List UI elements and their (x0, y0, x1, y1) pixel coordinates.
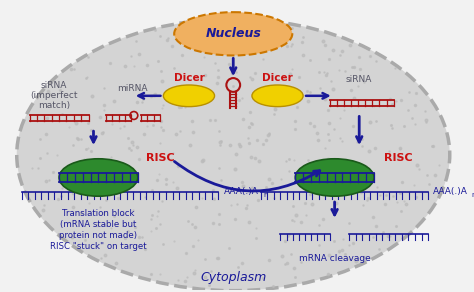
Text: Cytoplasm: Cytoplasm (200, 271, 266, 284)
Text: Translation block: Translation block (62, 209, 135, 218)
Text: (mRNA stable but: (mRNA stable but (60, 220, 137, 229)
Ellipse shape (252, 85, 303, 107)
Text: RISC: RISC (384, 153, 412, 163)
Text: mRNA cleavage: mRNA cleavage (299, 254, 371, 263)
Text: protein not made): protein not made) (59, 231, 137, 240)
Text: siRNA: siRNA (346, 74, 373, 84)
Text: AAA(.)A: AAA(.)A (224, 187, 259, 196)
Text: n: n (264, 192, 268, 198)
Ellipse shape (164, 85, 215, 107)
Ellipse shape (17, 19, 450, 291)
Text: RISC: RISC (146, 153, 174, 163)
Text: Nucleus: Nucleus (205, 27, 261, 40)
Ellipse shape (174, 12, 292, 55)
Text: n: n (472, 192, 474, 198)
Ellipse shape (59, 159, 138, 196)
Text: Dicer: Dicer (173, 73, 204, 83)
Text: RISC "stuck" on target: RISC "stuck" on target (50, 242, 147, 251)
Text: (imperfect: (imperfect (30, 91, 78, 100)
Ellipse shape (295, 159, 374, 196)
Text: AAA(.)A: AAA(.)A (433, 187, 468, 196)
Text: Dicer: Dicer (262, 73, 293, 83)
Text: match): match) (38, 101, 70, 110)
Text: siRNA: siRNA (41, 81, 67, 91)
Text: miRNA: miRNA (118, 84, 148, 93)
